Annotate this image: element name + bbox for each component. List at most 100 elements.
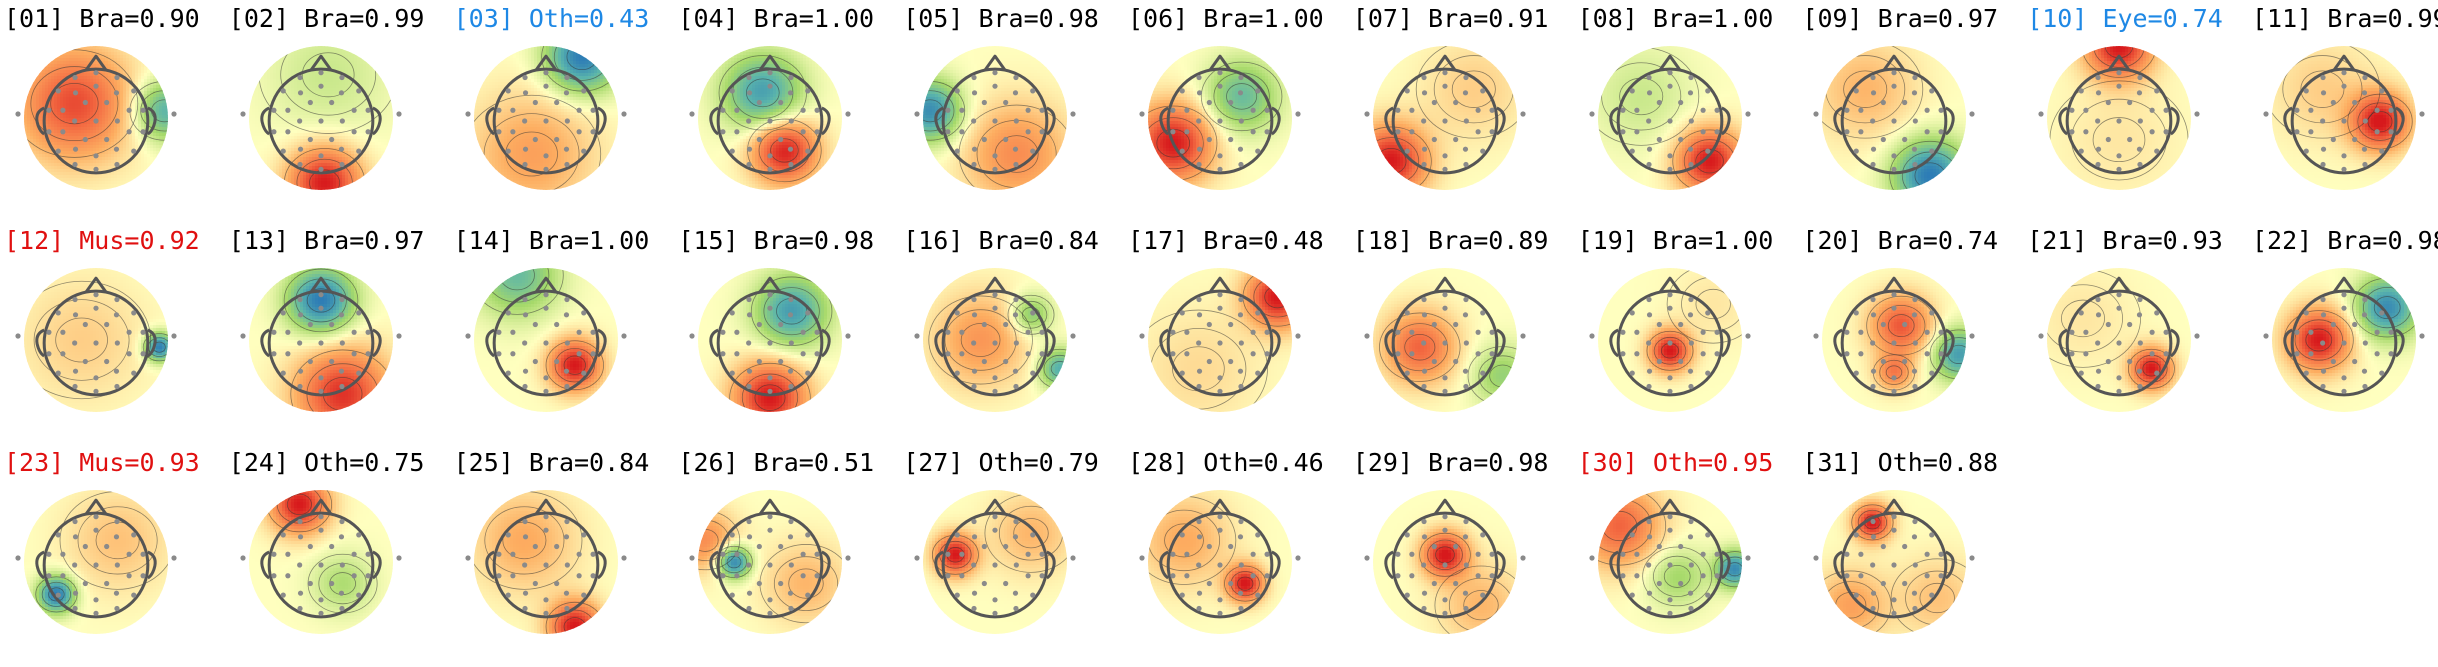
electrode bbox=[1646, 562, 1651, 567]
component-label: [28] Oth=0.46 bbox=[1128, 446, 1324, 480]
electrode bbox=[351, 108, 356, 113]
topomap-04 bbox=[686, 32, 854, 200]
electrode bbox=[1629, 88, 1634, 93]
electrode bbox=[339, 606, 344, 611]
electrode bbox=[1442, 340, 1447, 345]
component-label: [10] Eye=0.74 bbox=[2027, 2, 2223, 36]
electrode bbox=[1656, 581, 1661, 586]
electrode bbox=[1217, 514, 1222, 519]
electrode bbox=[1913, 384, 1918, 389]
electrode bbox=[1003, 137, 1008, 142]
component-label: [15] Bra=0.98 bbox=[678, 224, 874, 258]
electrode bbox=[1871, 534, 1876, 539]
electrode bbox=[993, 340, 998, 345]
electrode bbox=[1745, 555, 1750, 560]
topomap-15 bbox=[686, 254, 854, 422]
component-15: [15] Bra=0.98 bbox=[678, 224, 902, 444]
electrode bbox=[543, 70, 548, 75]
component-label: [17] Bra=0.48 bbox=[1128, 224, 1324, 258]
electrode bbox=[993, 153, 998, 158]
electrode bbox=[1939, 552, 1944, 557]
electrode bbox=[114, 312, 119, 317]
electrode bbox=[114, 147, 119, 152]
electrode bbox=[271, 351, 276, 356]
electrode bbox=[806, 149, 811, 154]
electrode bbox=[982, 137, 987, 142]
electrode bbox=[846, 555, 851, 560]
electrode bbox=[1939, 330, 1944, 335]
electrode bbox=[73, 312, 78, 317]
electrode bbox=[339, 384, 344, 389]
electrode bbox=[1520, 333, 1525, 338]
electrode bbox=[1295, 111, 1300, 116]
electrode bbox=[1939, 573, 1944, 578]
electrode bbox=[60, 129, 65, 134]
electrode bbox=[1859, 351, 1864, 356]
electrode bbox=[340, 118, 345, 123]
topomap-03 bbox=[462, 32, 630, 200]
electrode bbox=[972, 312, 977, 317]
electrode bbox=[280, 149, 285, 154]
electrode bbox=[1475, 573, 1480, 578]
electrode bbox=[83, 359, 88, 364]
electrode bbox=[1902, 137, 1907, 142]
electrode bbox=[1238, 162, 1243, 167]
electrode bbox=[1422, 534, 1427, 539]
electrode bbox=[563, 369, 568, 374]
component-02: [02] Bra=0.99 bbox=[229, 2, 453, 222]
electrode bbox=[563, 90, 568, 95]
electrode bbox=[1480, 310, 1485, 315]
topomap-13 bbox=[237, 254, 405, 422]
electrode bbox=[621, 111, 626, 116]
electrode bbox=[2117, 167, 2122, 172]
electrode bbox=[1925, 351, 1930, 356]
topomap-29 bbox=[1361, 476, 1529, 644]
electrode bbox=[1404, 371, 1409, 376]
electrode bbox=[1432, 359, 1437, 364]
electrode bbox=[1634, 129, 1639, 134]
electrode bbox=[1902, 359, 1907, 364]
electrode bbox=[339, 369, 344, 374]
electrode bbox=[2137, 147, 2142, 152]
electrode bbox=[1489, 108, 1494, 113]
electrode bbox=[298, 90, 303, 95]
electrode bbox=[1196, 606, 1201, 611]
electrode bbox=[1453, 322, 1458, 327]
electrode bbox=[140, 108, 145, 113]
electrode bbox=[721, 573, 726, 578]
electrode bbox=[806, 371, 811, 376]
electrode bbox=[735, 351, 740, 356]
electrode bbox=[2117, 306, 2122, 311]
electrode bbox=[955, 149, 960, 154]
electrode bbox=[1902, 322, 1907, 327]
electrode bbox=[768, 340, 773, 345]
electrode bbox=[993, 514, 998, 519]
electrode bbox=[768, 118, 773, 123]
electrode bbox=[757, 359, 762, 364]
electrode bbox=[104, 322, 109, 327]
component-31: [31] Oth=0.88 bbox=[1802, 446, 2026, 666]
electrode bbox=[1422, 591, 1427, 596]
electrode bbox=[1442, 528, 1447, 533]
electrode bbox=[1264, 108, 1269, 113]
electrode bbox=[2164, 330, 2169, 335]
topomap-24 bbox=[237, 476, 405, 644]
scalp-field bbox=[2272, 268, 2422, 413]
electrode bbox=[1620, 351, 1625, 356]
electrode bbox=[131, 149, 136, 154]
electrode bbox=[1003, 544, 1008, 549]
electrode bbox=[2304, 310, 2309, 315]
electrode bbox=[2106, 322, 2111, 327]
electrode bbox=[543, 167, 548, 172]
electrode bbox=[510, 573, 515, 578]
component-label: [02] Bra=0.99 bbox=[229, 2, 425, 36]
electrode bbox=[1442, 70, 1447, 75]
electrode bbox=[318, 597, 323, 602]
electrode bbox=[972, 162, 977, 167]
electrode bbox=[971, 562, 976, 567]
electrode bbox=[789, 519, 794, 524]
electrode bbox=[1238, 534, 1243, 539]
electrode bbox=[83, 322, 88, 327]
electrode bbox=[2039, 111, 2044, 116]
electrode bbox=[1687, 369, 1692, 374]
